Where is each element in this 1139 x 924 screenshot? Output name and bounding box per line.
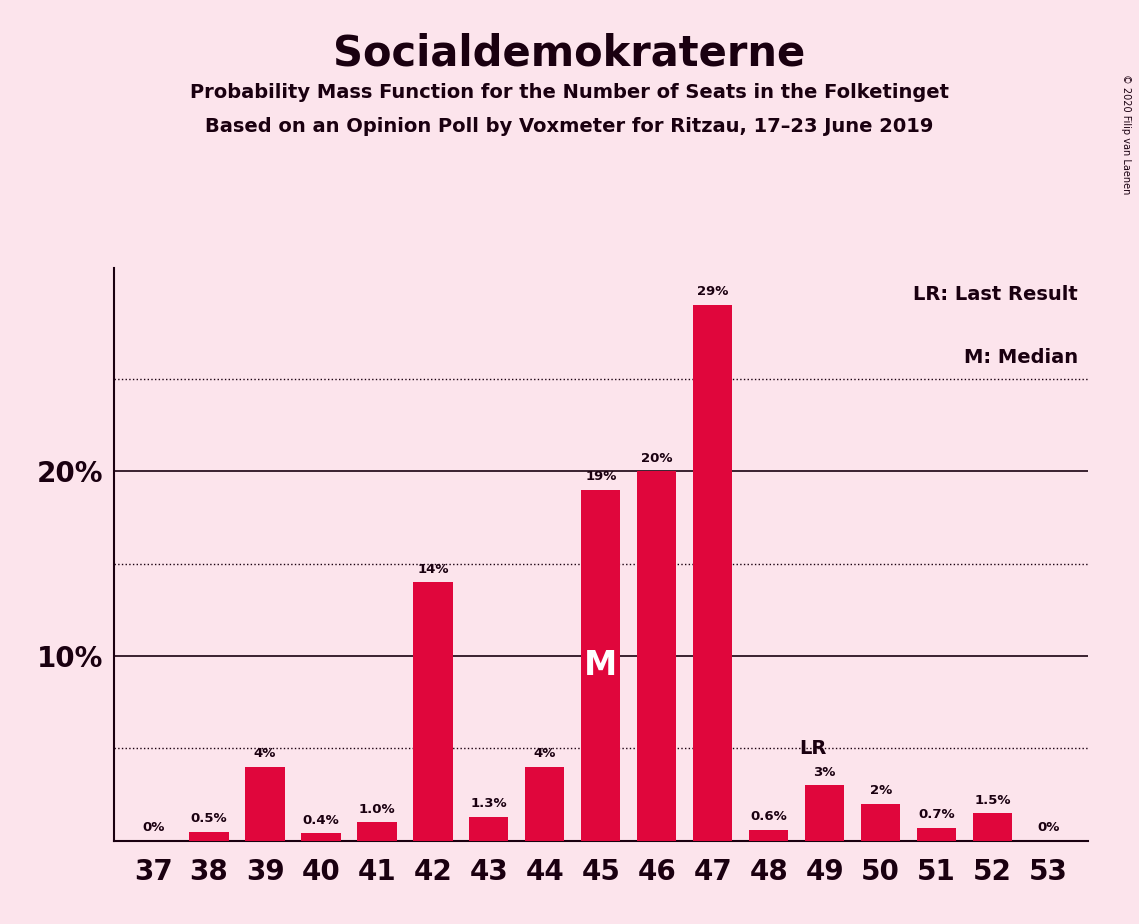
Bar	[358, 822, 396, 841]
Bar	[525, 767, 565, 841]
Text: 20%: 20%	[641, 452, 672, 465]
Bar	[413, 582, 452, 841]
Bar	[973, 813, 1013, 841]
Text: 0.4%: 0.4%	[303, 814, 339, 827]
Text: 3%: 3%	[813, 766, 836, 779]
Text: © 2020 Filip van Laenen: © 2020 Filip van Laenen	[1121, 74, 1131, 194]
Text: 0.5%: 0.5%	[190, 812, 228, 825]
Bar	[302, 833, 341, 841]
Bar	[917, 828, 957, 841]
Text: 1.3%: 1.3%	[470, 797, 507, 810]
Text: 4%: 4%	[254, 748, 276, 760]
Text: 1.0%: 1.0%	[359, 803, 395, 816]
Bar	[469, 817, 508, 841]
Bar	[581, 490, 621, 841]
Bar	[637, 471, 677, 841]
Text: 19%: 19%	[585, 470, 616, 483]
Text: 0.6%: 0.6%	[751, 810, 787, 823]
Text: 0%: 0%	[142, 821, 164, 834]
Text: 14%: 14%	[417, 563, 449, 576]
Bar	[694, 305, 732, 841]
Text: Based on an Opinion Poll by Voxmeter for Ritzau, 17–23 June 2019: Based on an Opinion Poll by Voxmeter for…	[205, 117, 934, 137]
Bar	[245, 767, 285, 841]
Text: Socialdemokraterne: Socialdemokraterne	[334, 32, 805, 74]
Text: M: M	[584, 649, 617, 682]
Text: LR: Last Result: LR: Last Result	[913, 286, 1077, 304]
Text: Probability Mass Function for the Number of Seats in the Folketinget: Probability Mass Function for the Number…	[190, 83, 949, 103]
Text: 0.7%: 0.7%	[918, 808, 954, 821]
Text: 2%: 2%	[869, 784, 892, 797]
Bar	[749, 830, 788, 841]
Text: 4%: 4%	[534, 748, 556, 760]
Bar	[805, 785, 844, 841]
Text: M: Median: M: Median	[964, 348, 1077, 367]
Text: LR: LR	[800, 739, 827, 758]
Bar	[189, 832, 229, 841]
Text: 0%: 0%	[1038, 821, 1059, 834]
Bar	[861, 804, 900, 841]
Text: 29%: 29%	[697, 286, 729, 298]
Text: 1.5%: 1.5%	[974, 794, 1010, 807]
